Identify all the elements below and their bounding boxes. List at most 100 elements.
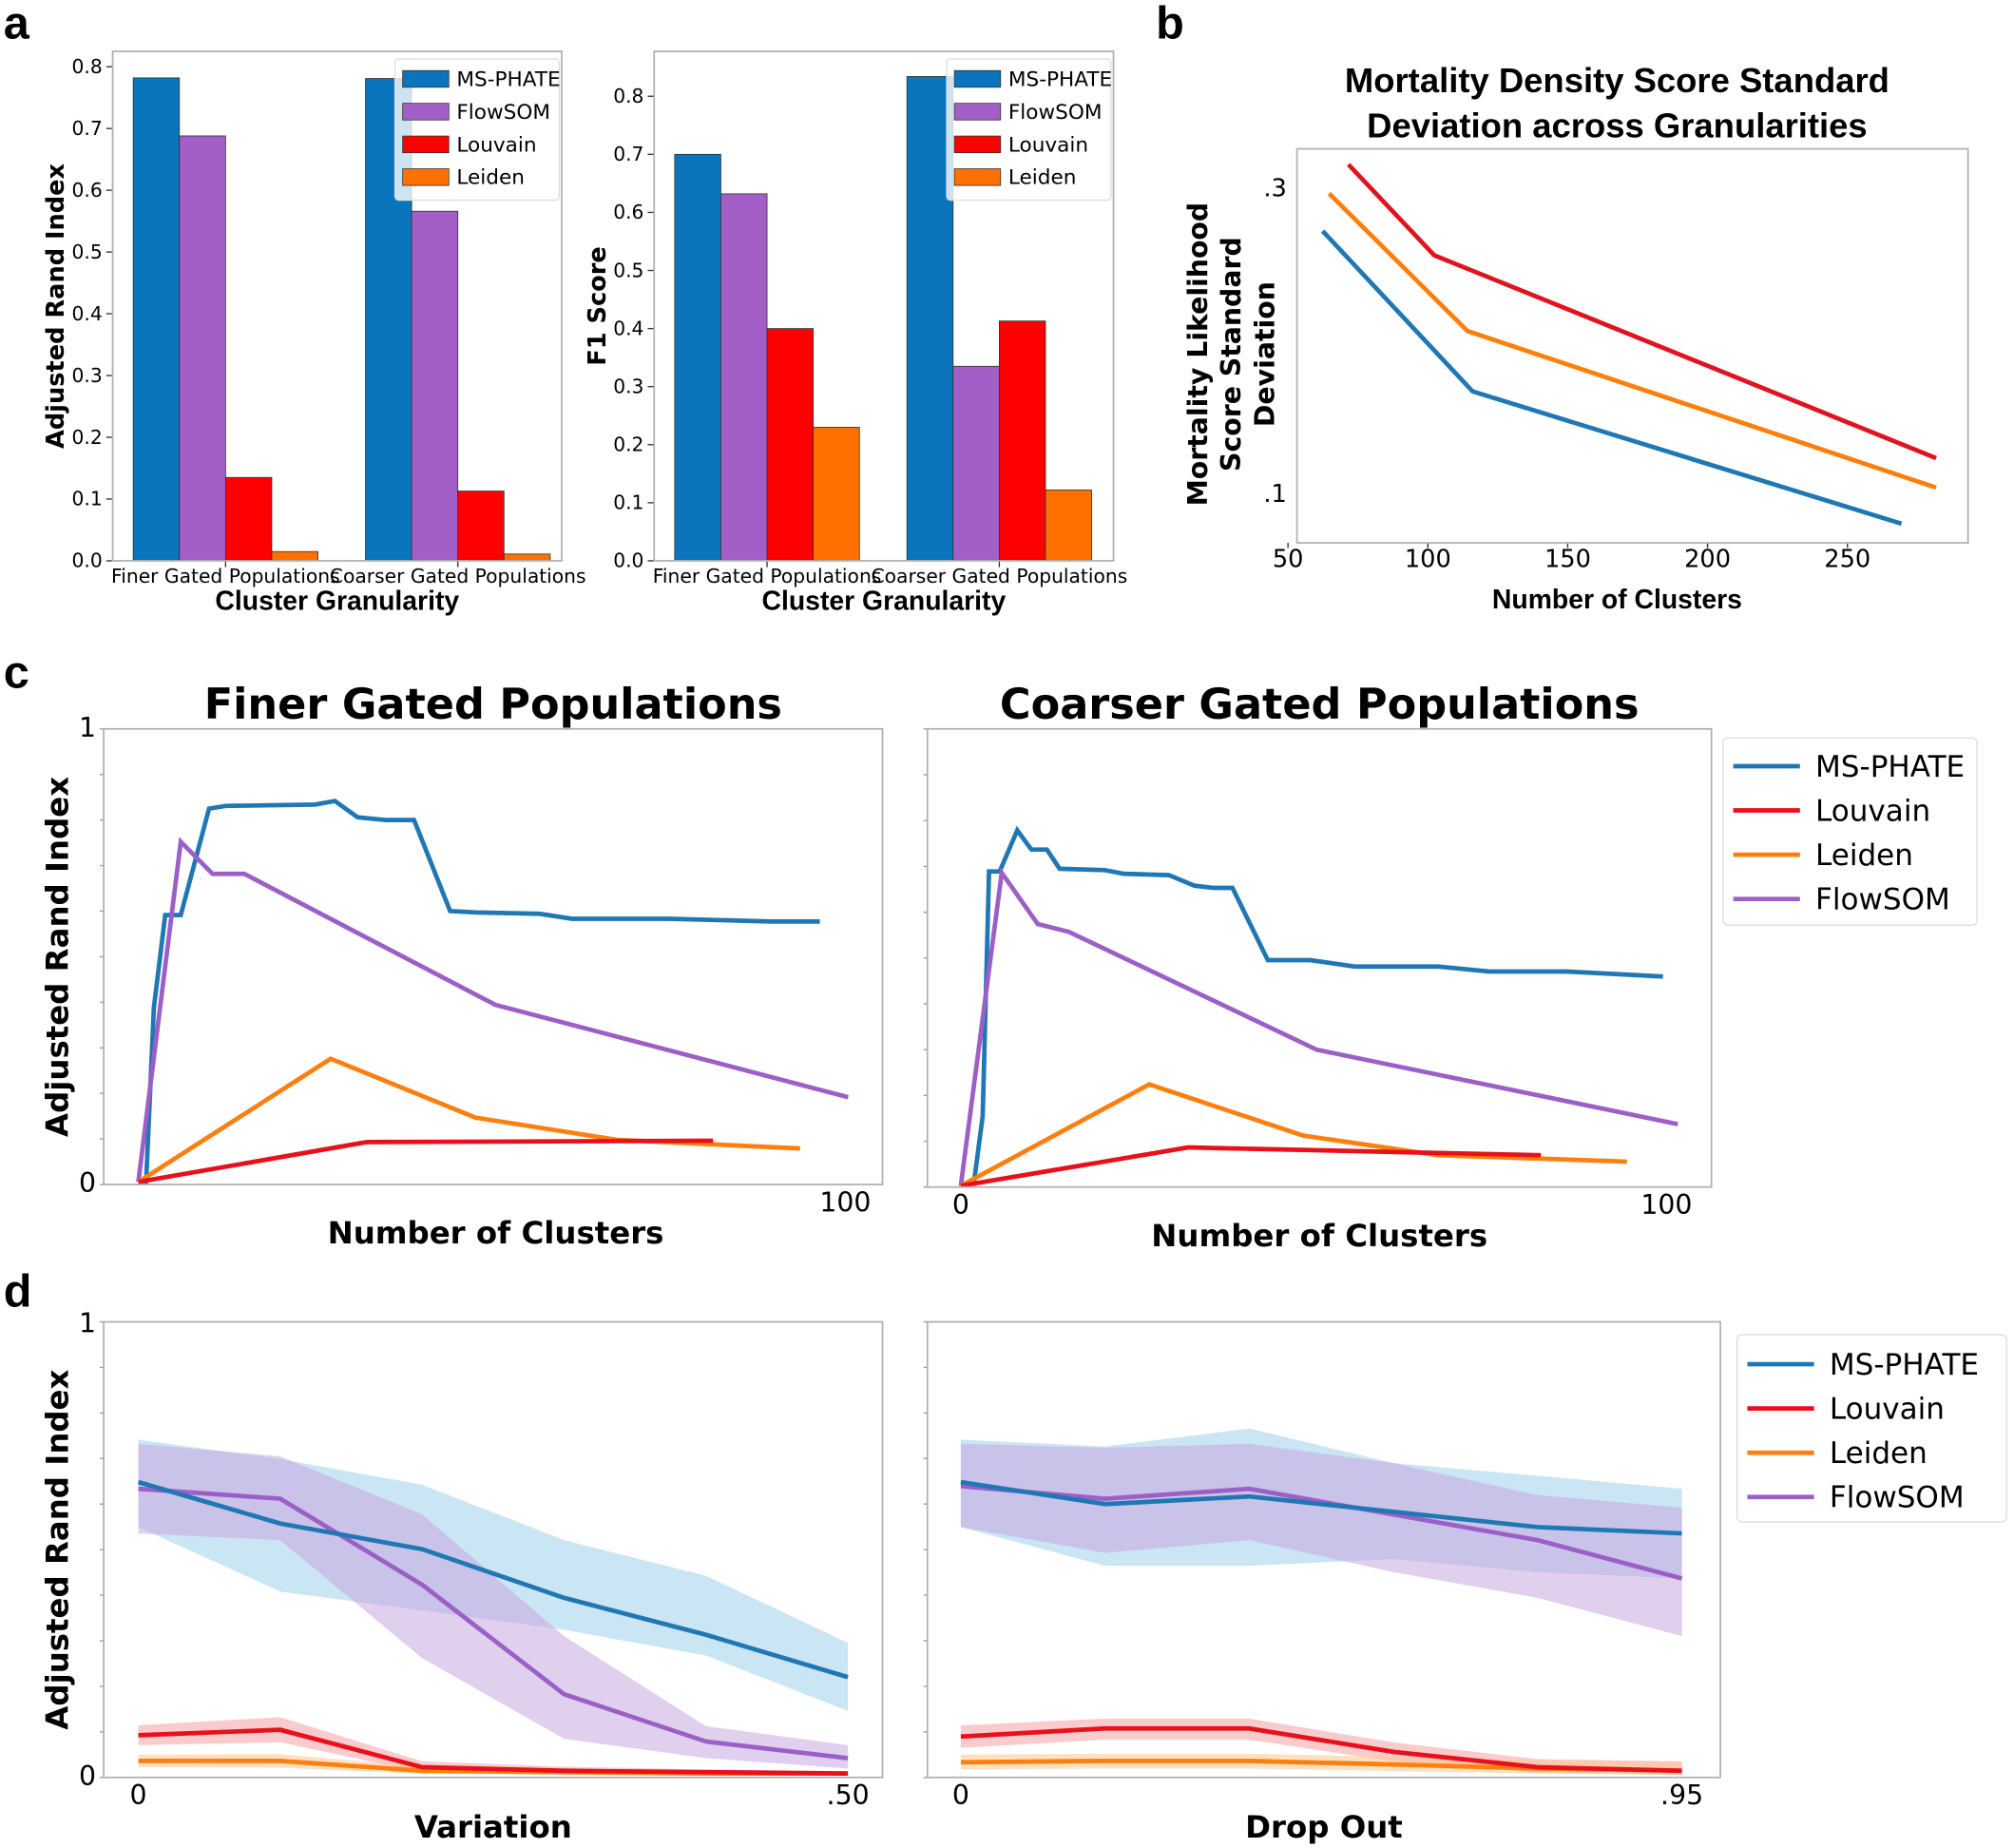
legend-label: Louvain: [1830, 1392, 1945, 1426]
line-flowsom: [960, 1483, 1683, 1581]
y-tick-label: 0.2: [72, 426, 103, 449]
y-tick-label: 0.8: [72, 55, 103, 78]
y-axis-title: Score Standard: [1216, 237, 1247, 472]
legend-swatch: [402, 135, 450, 154]
line-flowsom: [958, 866, 1678, 1186]
y-tick-label: 0.3: [72, 364, 103, 387]
band-leiden: [138, 1754, 849, 1776]
x-tick-label: 100: [1405, 546, 1451, 574]
bar-louvain-1: [766, 328, 815, 562]
legend-label: FlowSOM: [1830, 1481, 1965, 1515]
panel-label: c: [4, 647, 29, 699]
legend: [1722, 737, 1978, 927]
line-louvain: [960, 1725, 1682, 1774]
panel-label: a: [4, 0, 30, 49]
chart-4: 100 0 1 Finer Gated Populations Number of Cl…: [39, 680, 884, 1251]
x-tick-label: .50: [827, 1780, 870, 1811]
x-axis-title: Variation: [414, 1809, 572, 1845]
x-tick-label: Finer Gated Populations: [653, 565, 882, 587]
legend-label: Louvain: [1815, 794, 1930, 828]
y-tick-label: 1: [79, 712, 96, 743]
line-series-3: [1320, 229, 1903, 527]
legend-label: Louvain: [1008, 133, 1088, 157]
legend-label: FlowSOM: [456, 101, 550, 125]
chart-title: Coarser Gated Populations: [1000, 680, 1640, 729]
bar-ms-phate-1: [132, 77, 181, 562]
x-axis-title: Cluster Granularity: [215, 586, 459, 616]
legend-label: FlowSOM: [1008, 101, 1103, 125]
line-flowsom: [138, 1486, 849, 1761]
line-louvain: [138, 1138, 714, 1184]
x-tick-label: 0: [952, 1189, 969, 1221]
bar-leiden-2: [1045, 490, 1093, 562]
y-axis-title: Deviation: [1249, 281, 1280, 427]
y-tick-label: 0.1: [613, 491, 643, 514]
y-axis-title: Mortality Likelihood: [1182, 202, 1214, 507]
legend-swatch: [953, 103, 1002, 121]
y-tick-label: 0.8: [613, 85, 643, 107]
legend-swatch: [953, 168, 1002, 186]
band-flowsom: [138, 1443, 849, 1769]
legend: [1736, 1334, 2007, 1523]
y-tick-label: 0.4: [72, 302, 103, 325]
y-tick-label: 0: [79, 1167, 96, 1199]
x-tick-label: 200: [1684, 546, 1731, 574]
legend-label: MS-PHATE: [456, 67, 560, 91]
chart-title: Deviation across Granularities: [1367, 106, 1868, 144]
legend-swatch: [402, 69, 450, 88]
line-ms-phate: [960, 1479, 1682, 1536]
line-ms-phate: [970, 825, 1663, 1186]
chart-title: Mortality Density Score Standard: [1345, 61, 1889, 100]
y-tick-label: 1: [79, 1307, 96, 1338]
y-tick-label: 0.7: [613, 143, 643, 165]
bar-louvain-2: [998, 320, 1046, 562]
band-louvain: [138, 1717, 849, 1776]
x-axis-title: Number of Clusters: [328, 1215, 664, 1251]
chart-title: Finer Gated Populations: [204, 680, 782, 729]
legend-label: Leiden: [1830, 1436, 1928, 1471]
legend-label: Leiden: [1008, 166, 1077, 190]
x-tick-label: .95: [1660, 1780, 1703, 1811]
y-tick-label: 0: [79, 1761, 96, 1792]
x-tick-label: 0: [952, 1780, 969, 1811]
legend-swatch: [402, 103, 450, 121]
bar-ms-phate-2: [906, 76, 954, 562]
line-ms-phate: [137, 1479, 849, 1680]
x-tick-label: 150: [1544, 546, 1591, 574]
bar-flowsom-1: [720, 193, 768, 562]
y-tick-label: 0.2: [613, 433, 643, 456]
bar-louvain-1: [224, 476, 273, 562]
x-tick-label: 0: [130, 1780, 147, 1811]
bar-leiden-2: [503, 553, 551, 562]
bar-flowsom-2: [411, 210, 459, 562]
line-flowsom: [136, 837, 849, 1183]
y-tick-label: 0.0: [613, 549, 643, 572]
chart-7: 0 .95 Drop Out MS-PHATE Louvain Leiden FlowSOM: [923, 1320, 2007, 1845]
x-tick-label: 100: [1640, 1189, 1692, 1221]
y-tick-label: 0.6: [72, 179, 103, 202]
line-series-2: [1327, 191, 1937, 491]
legend-swatch: [953, 69, 1002, 88]
band-flowsom: [960, 1443, 1682, 1637]
x-axis-title: Cluster Granularity: [762, 586, 1007, 616]
plot-frame: [103, 1320, 884, 1779]
chart-1: 0.0 0.1 0.2 0.3 0.4 0.5 0.6 0.7 0.8 Finer Gated P…: [42, 50, 586, 616]
y-axis-title: F1 Score: [584, 246, 612, 366]
bar-leiden-1: [813, 427, 860, 562]
legend: [393, 58, 561, 202]
y-tick-label: 0.0: [72, 549, 103, 572]
plot-frame: [103, 727, 884, 1185]
y-tick-label: 0.1: [72, 488, 103, 510]
chart-6: 0 .50 0 1 Variation Adjusted Rand Index: [39, 1307, 884, 1845]
x-tick-label: Coarser Gated Populations: [330, 565, 586, 587]
x-tick-label: Finer Gated Populations: [111, 565, 340, 587]
plot-frame: [926, 1320, 1721, 1779]
legend-label: Louvain: [456, 133, 536, 157]
panel-label: d: [4, 1265, 32, 1317]
y-tick-label: 0.5: [613, 259, 643, 281]
x-axis-title: Number of Clusters: [1492, 585, 1742, 615]
line-series-1: [1347, 163, 1937, 461]
chart-3: 50 100 150 200 250 .3 .1 Mortality Density Scor…: [1182, 61, 1969, 615]
y-tick-label: 0.7: [72, 117, 103, 140]
y-tick-label: 0.6: [613, 201, 643, 223]
